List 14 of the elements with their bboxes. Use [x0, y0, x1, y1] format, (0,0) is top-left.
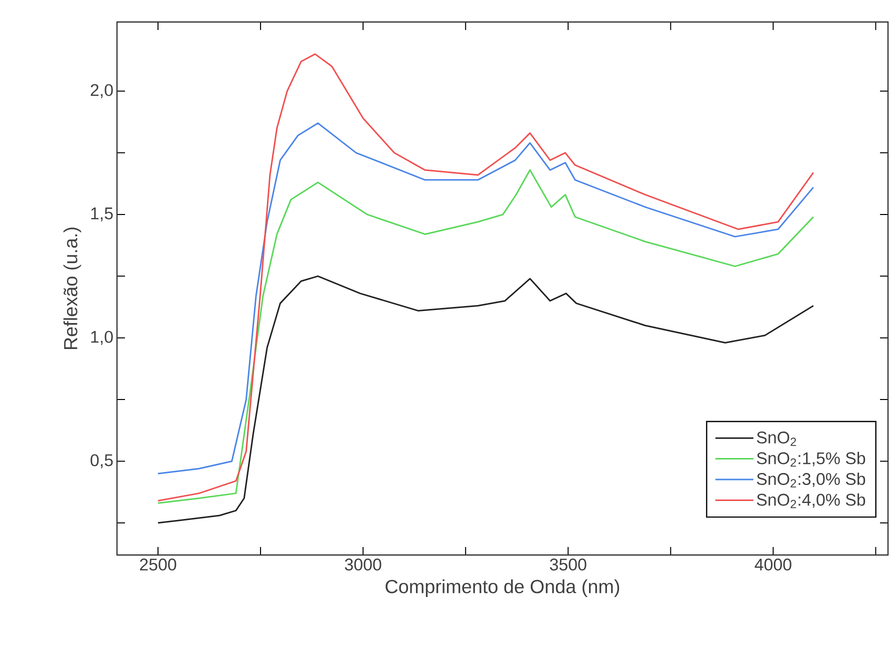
x-tick-label: 3500	[550, 558, 586, 571]
y-tick-label: 1,0	[91, 330, 113, 345]
x-tick-label: 4000	[754, 558, 792, 571]
legend-label: SnO$_{2}$:1,5% Sb	[756, 452, 866, 467]
legend-label: SnO$_{2}$	[756, 432, 796, 446]
legend-label: SnO$_{2}$:3,0% Sb	[756, 472, 866, 488]
x-tick-label: 3000	[344, 558, 382, 571]
y-tick-label: 1,5	[91, 208, 113, 222]
y-tick-label: 0,5	[90, 454, 113, 468]
y-tick-label: 2,0	[90, 84, 113, 98]
y-axis-title: Reflexão (u.a.)	[63, 228, 82, 350]
x-axis-title: Comprimento de Onda (nm)	[386, 579, 620, 597]
legend-label: SnO$_{2}$:4,0% Sb	[756, 493, 866, 508]
x-tick-label: 2500	[140, 558, 176, 571]
